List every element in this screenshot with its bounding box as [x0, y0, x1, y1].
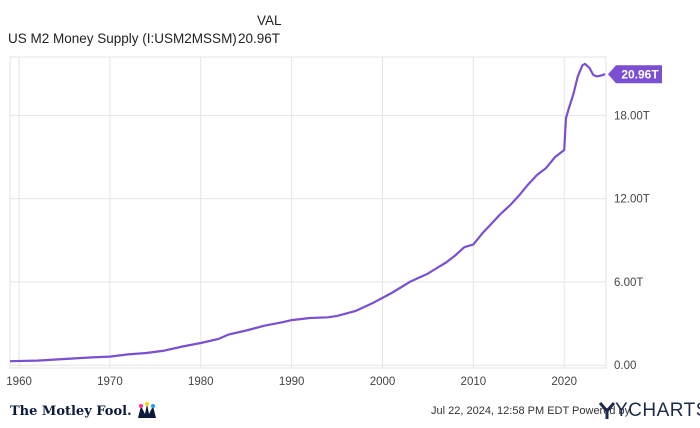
ycharts-logo[interactable]: YCHARTS [599, 400, 700, 422]
value-column-header: VAL [257, 13, 282, 28]
series-latest-value: 20.96T [238, 31, 281, 46]
x-tick-label: 1980 [188, 376, 214, 388]
jester-hat-icon [137, 402, 156, 418]
x-tick-label: 2000 [370, 376, 396, 388]
series-name[interactable]: US M2 Money Supply (I:USM2MSSM) [8, 31, 237, 46]
x-tick-label: 2010 [461, 376, 487, 388]
ycharts-wordmark: YCHARTS [615, 400, 700, 421]
series-layer [9, 62, 606, 363]
y-tick-label: 18.00T [614, 110, 650, 122]
y-tick-label: 6.00T [614, 277, 643, 289]
x-tick-label: 1960 [6, 376, 32, 388]
last-value-tag [608, 65, 662, 84]
last-value-text: 20.96T [621, 68, 659, 82]
y-axis-ticks: 0.00 6.00T 12.00T 18.00T [614, 110, 650, 372]
brand-name: The Motley Fool. [10, 403, 132, 419]
x-tick-label: 2020 [551, 376, 577, 388]
motley-fool-logo[interactable]: The Motley Fool. [10, 402, 158, 420]
x-axis-ticks: 1960 1970 1980 1990 2000 2010 2020 [6, 376, 577, 388]
x-tick-label: 1990 [279, 376, 305, 388]
y-tick-label: 0.00 [614, 360, 636, 372]
y-tick-label: 12.00T [614, 194, 650, 206]
last-value-label: 20.96T [608, 65, 662, 84]
x-tick-label: 1970 [97, 376, 123, 388]
ycharts-y-icon [599, 402, 615, 419]
series-line [9, 62, 606, 363]
plot-frame [9, 56, 607, 369]
grid-lines [9, 56, 607, 369]
timestamp: Jul 22, 2024, 12:58 PM EDT Powered by [431, 405, 631, 417]
